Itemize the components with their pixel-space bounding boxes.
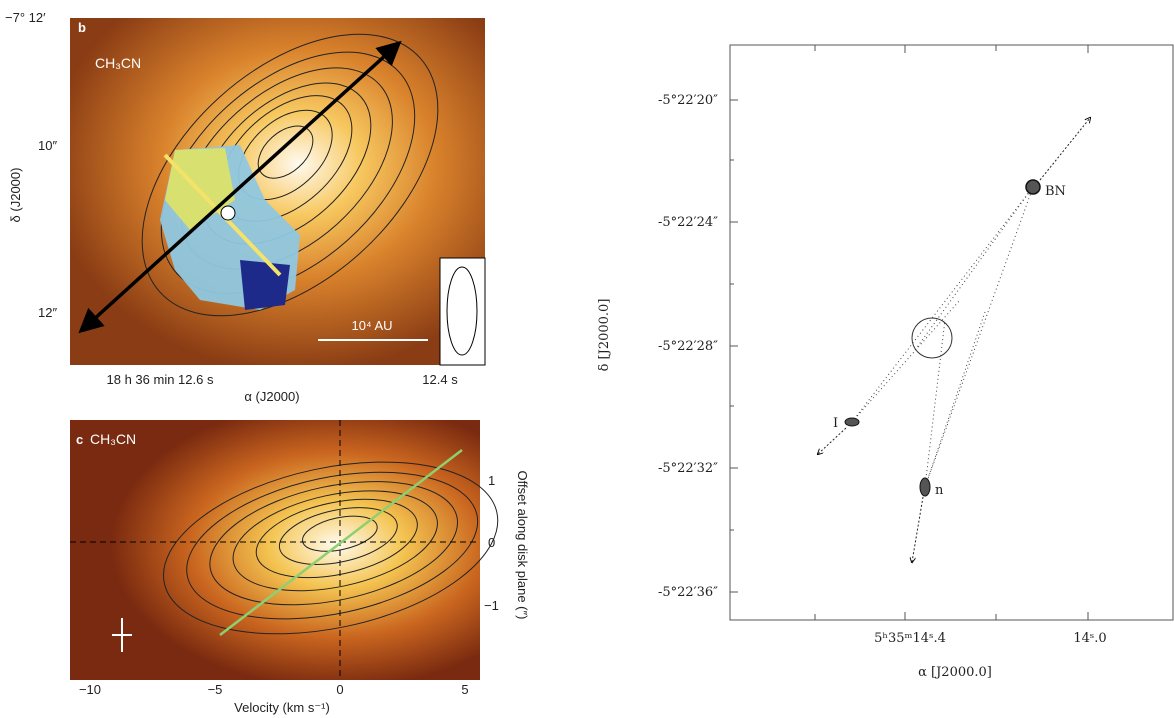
x-tick-label: −5: [208, 682, 223, 697]
x-axis-label: α (J2000): [244, 389, 299, 404]
origin-circle: [912, 318, 952, 358]
panel-right: BN I n -5°22′20″ -5°22′24″ -5°22′28″ -5°…: [597, 45, 1173, 680]
x-axis-label: Velocity (km s⁻¹): [234, 700, 330, 715]
motion-arrow: [1040, 118, 1090, 180]
x-axis-label: α [J2000.0]: [918, 665, 992, 680]
molecule-label: CH₃CN: [95, 55, 141, 71]
y-tick-label: -5°22′32″: [658, 461, 718, 476]
source: [920, 478, 930, 496]
y-axis-label: δ [J2000.0]: [597, 299, 612, 372]
x-tick-label: 12.4 s: [422, 372, 458, 387]
y-tick-label: 10″: [38, 138, 57, 153]
motion-arrow: [912, 497, 923, 562]
y-tick-label: 1: [488, 473, 495, 488]
y-tick-label: -5°22′20″: [658, 93, 718, 108]
x-tick-label: 18 h 36 min 12.6 s: [107, 372, 214, 387]
ticks: [730, 45, 1088, 620]
y-tick-label: 12″: [38, 305, 57, 320]
trajectories: [852, 187, 1033, 487]
x-tick-label: 5: [461, 682, 468, 697]
panel-label: b: [78, 20, 86, 35]
y-tick-label: 0: [488, 535, 495, 550]
motion-arrow: [818, 428, 846, 454]
source-dot: [221, 206, 235, 220]
panel-b: 10⁴ AU b CH₃CN −7° 12′ 10″ 12″ δ (J2000)…: [5, 0, 490, 404]
pv-image: [70, 420, 480, 680]
y-tick-label: −7° 12′: [5, 10, 46, 25]
y-axis-label: Offset along disk plane (″): [515, 471, 530, 620]
y-tick-label: −1: [484, 598, 499, 613]
molecule-label: CH₃CN: [90, 431, 136, 447]
y-tick-label: -5°22′28″: [658, 339, 718, 354]
source: [1026, 180, 1040, 194]
x-tick-label: 0: [336, 682, 343, 697]
source-label: n: [935, 483, 944, 498]
x-tick-label: 5ʰ35ᵐ14ˢ.4: [874, 631, 946, 646]
source-label: BN: [1045, 184, 1066, 199]
y-tick-label: -5°22′24″: [658, 215, 718, 230]
panel-label: c: [76, 432, 83, 447]
scale-label: 10⁴ AU: [352, 318, 393, 333]
velocity-field-blue: [240, 260, 290, 310]
x-tick-label: −10: [79, 682, 101, 697]
x-tick-label: 14ˢ.0: [1073, 631, 1106, 646]
y-tick-label: -5°22′36″: [658, 585, 718, 600]
figure: 10⁴ AU b CH₃CN −7° 12′ 10″ 12″ δ (J2000)…: [0, 0, 1174, 718]
panel-c: c CH₃CN −10 −5 0 5 Velocity (km s⁻¹) 1 0…: [70, 420, 530, 715]
source-label: I: [833, 416, 838, 431]
y-axis-label: δ (J2000): [8, 168, 23, 223]
source: [845, 418, 859, 426]
